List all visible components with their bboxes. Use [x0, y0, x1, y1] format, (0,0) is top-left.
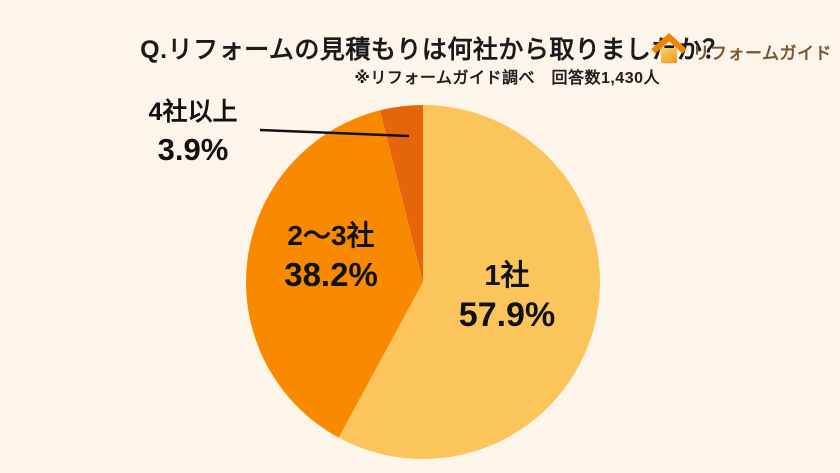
- slice-percent: 38.2%: [284, 256, 378, 293]
- chart-note: ※リフォームガイド調べ 回答数1,430人: [354, 70, 660, 87]
- page-title: Q.リフォームの見積もりは何社から取りましたか？: [140, 36, 728, 64]
- slice-label-1sha: 1社 57.9%: [459, 257, 555, 335]
- callout-leader-line: [259, 128, 410, 138]
- pie-slice-1: [246, 110, 423, 438]
- brand-logo: リフォームガイド: [650, 30, 833, 73]
- slice-percent: 57.9%: [458, 296, 556, 334]
- pie-slices: [246, 105, 601, 459]
- slice-name: 1社: [484, 260, 530, 292]
- pie-slice-0: [338, 105, 601, 459]
- slice-name: 2〜3社: [287, 220, 375, 251]
- logo-text: リフォームガイド: [692, 44, 832, 63]
- slice-percent: 3.9%: [157, 132, 229, 167]
- house-icon: [650, 30, 688, 73]
- pie-slice-2: [380, 105, 423, 282]
- slice-label-2-3sha: 2〜3社 38.2%: [284, 217, 378, 295]
- slice-label-4sha-ijou: 4社以上 3.9%: [149, 94, 238, 170]
- slice-name: 4社以上: [148, 98, 238, 126]
